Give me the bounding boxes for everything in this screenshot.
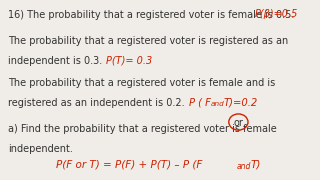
Text: P ( F: P ( F [189,98,211,108]
Text: independent.: independent. [8,144,73,154]
Text: 16) The probability that a registered voter is female is 0.5.: 16) The probability that a registered vo… [8,10,294,20]
Text: P(Τ)= 0.3: P(Τ)= 0.3 [106,55,152,65]
Text: P(β)=0.5: P(β)=0.5 [254,9,298,19]
Text: a) Find the probability that a registered voter is female: a) Find the probability that a registere… [8,124,277,134]
Text: The probability that a registered voter is registered as an: The probability that a registered voter … [8,36,288,46]
Text: P(F or Τ) = P(F) + P(Τ) – P (F: P(F or Τ) = P(F) + P(Τ) – P (F [56,159,202,169]
Text: and: and [237,162,251,171]
Text: Τ)=0.2: Τ)=0.2 [224,98,258,108]
Text: or: or [234,118,243,128]
Text: Τ): Τ) [250,159,260,169]
Text: and: and [211,101,225,107]
Text: independent is 0.3.: independent is 0.3. [8,56,102,66]
Text: The probability that a registered voter is female and is: The probability that a registered voter … [8,78,275,88]
Text: registered as an independent is 0.2.: registered as an independent is 0.2. [8,98,185,108]
